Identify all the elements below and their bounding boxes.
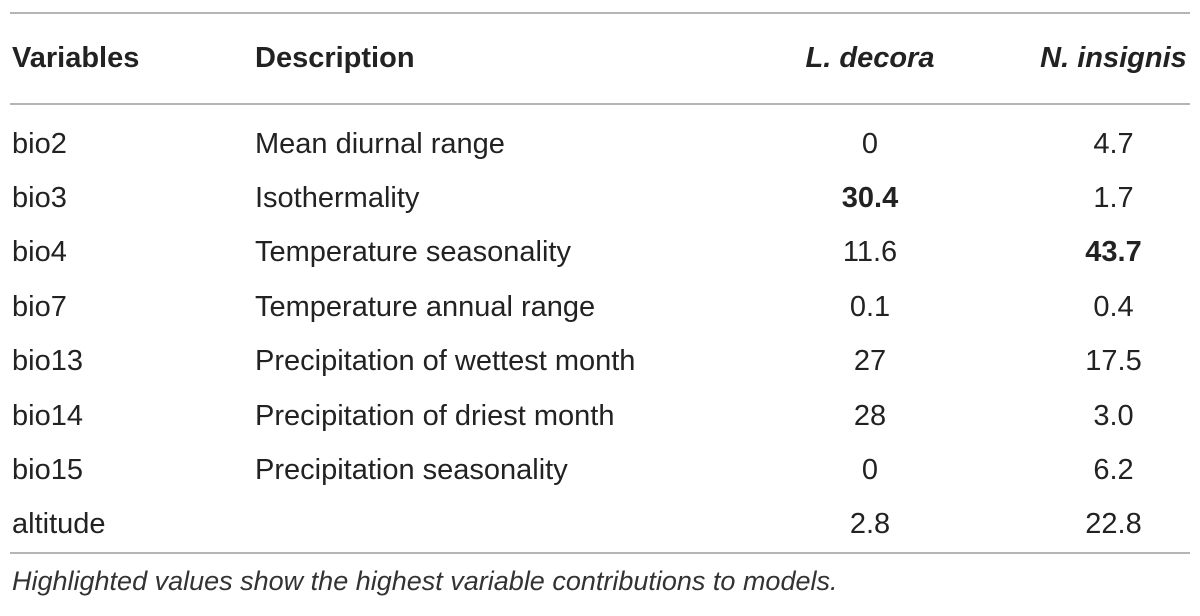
- bottom-rule: [10, 552, 1190, 554]
- cell-description: [255, 498, 725, 552]
- data-table: Variables Description L. decora N. insig…: [0, 14, 1200, 552]
- table-row: bio13 Precipitation of wettest month 27 17.…: [0, 335, 1200, 389]
- header-row: Variables Description L. decora N. insig…: [0, 14, 1200, 103]
- cell-l-decora: 28: [853, 399, 887, 432]
- cell-l-decora: 0: [861, 127, 879, 160]
- cell-variable: bio3: [12, 182, 67, 215]
- header-description: Description: [255, 42, 415, 74]
- cell-description: Mean diurnal range: [255, 127, 505, 160]
- table-row: altitude 2.8 22.8: [0, 498, 1200, 552]
- cell-description: Temperature annual range: [255, 290, 596, 323]
- cell-variable: altitude: [12, 508, 106, 541]
- cell-description: Precipitation of driest month: [255, 399, 615, 432]
- table-row: bio15 Precipitation seasonality 0 6.2: [0, 443, 1200, 497]
- cell-n-insignis: 17.5: [1085, 345, 1142, 378]
- table-row: bio4 Temperature seasonality 11.6 43.7: [0, 226, 1200, 280]
- cell-n-insignis: 4.7: [1093, 127, 1134, 160]
- cell-l-decora: 0: [861, 454, 879, 487]
- body-spacer: [0, 103, 1200, 117]
- cell-n-insignis: 3.0: [1093, 399, 1134, 432]
- cell-variable: bio13: [12, 345, 83, 378]
- cell-variable: bio2: [12, 127, 67, 160]
- table-row: bio7 Temperature annual range 0.1 0.4: [0, 280, 1200, 334]
- header-l-decora: L. decora: [805, 42, 935, 74]
- cell-description: Isothermality: [255, 182, 420, 215]
- cell-n-insignis: 0.4: [1093, 290, 1134, 323]
- cell-n-insignis: 43.7: [1085, 236, 1142, 269]
- cell-description: Precipitation seasonality: [255, 454, 568, 487]
- cell-description: Temperature seasonality: [255, 236, 571, 269]
- cell-n-insignis: 6.2: [1093, 454, 1134, 487]
- top-rule: [10, 12, 1190, 14]
- cell-l-decora: 11.6: [842, 236, 898, 269]
- cell-l-decora: 0.1: [849, 290, 891, 323]
- cell-variable: bio14: [12, 399, 83, 432]
- header-rule: [10, 103, 1190, 105]
- table-body: bio2 Mean diurnal range 0 4.7 bio3 Isothermal…: [0, 103, 1200, 552]
- cell-n-insignis: 22.8: [1085, 508, 1142, 541]
- cell-l-decora: 27: [853, 345, 887, 378]
- cell-variable: bio4: [12, 236, 67, 269]
- cell-l-decora: 30.4: [841, 182, 899, 215]
- cell-n-insignis: 1.7: [1093, 182, 1134, 215]
- table-row: bio3 Isothermality 30.4 1.7: [0, 171, 1200, 225]
- cell-variable: bio15: [12, 454, 83, 487]
- table-footnote: Highlighted values show the highest vari…: [12, 566, 838, 596]
- header-n-insignis: N. insignis: [1040, 42, 1187, 74]
- cell-variable: bio7: [12, 290, 67, 323]
- cell-description: Precipitation of wettest month: [255, 345, 636, 378]
- table-row: bio2 Mean diurnal range 0 4.7: [0, 117, 1200, 171]
- table-row: bio14 Precipitation of driest month 28 3.0: [0, 389, 1200, 443]
- cell-l-decora: 2.8: [849, 508, 891, 541]
- header-variables: Variables: [12, 42, 140, 74]
